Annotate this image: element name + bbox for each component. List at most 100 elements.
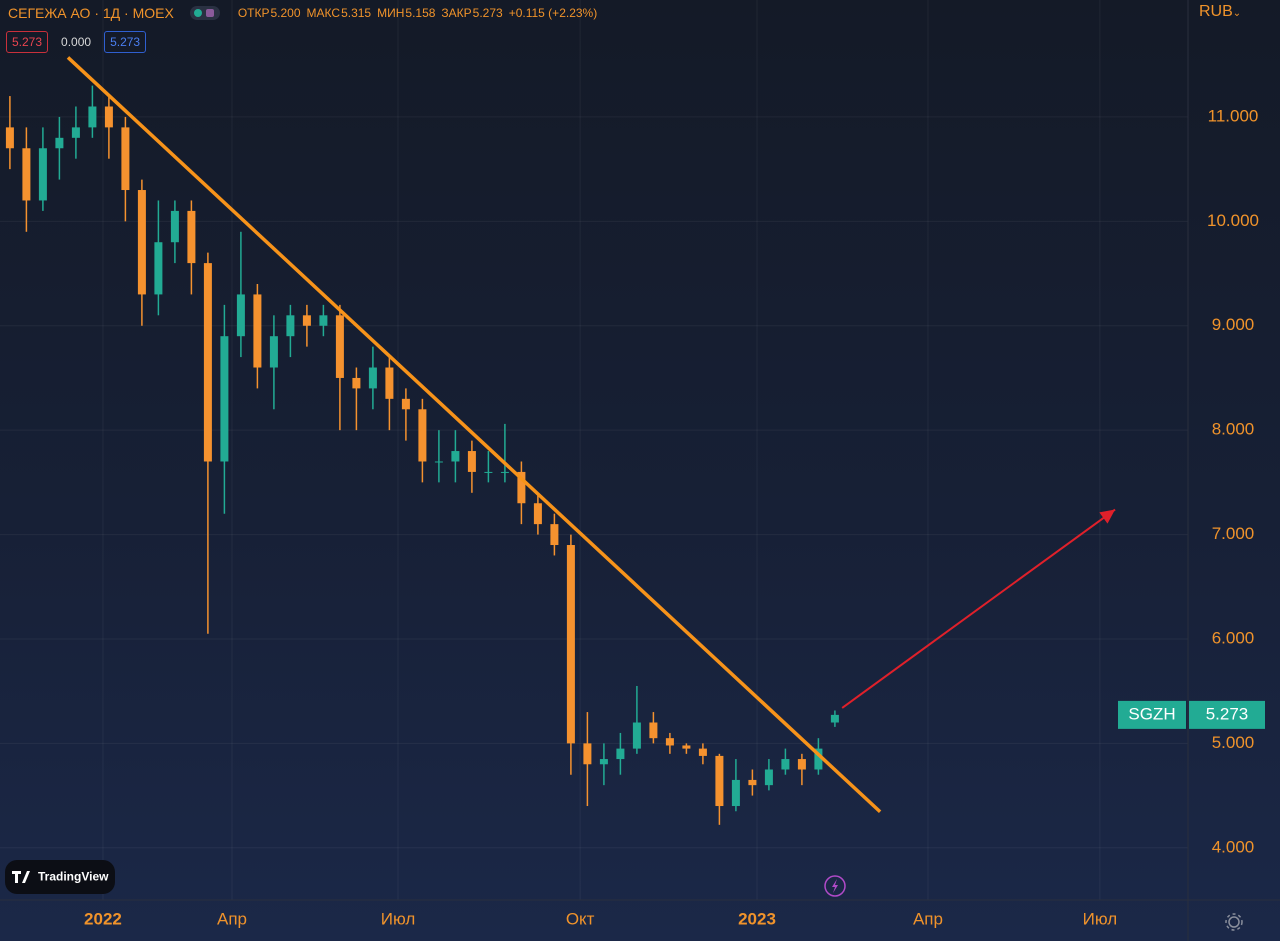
candle-body: [236, 294, 245, 337]
close-label: ЗАКР: [441, 6, 472, 20]
candle-body: [682, 745, 691, 749]
grid: [0, 0, 1188, 900]
candle-body: [335, 315, 344, 378]
y-tick-label: 7.000: [1212, 524, 1255, 543]
y-tick-label: 10.000: [1207, 211, 1259, 230]
symbol-title[interactable]: СЕГЕЖА АО · 1Д · MOEX: [8, 5, 174, 21]
candle-body: [731, 779, 740, 807]
y-tick-label: 9.000: [1212, 315, 1255, 334]
badge: 5.273: [6, 31, 49, 53]
candle-body: [71, 127, 80, 138]
chevron: ⌄: [1232, 8, 1242, 19]
candle-body: [632, 722, 641, 749]
candle-body: [467, 451, 476, 472]
candle-body: [616, 748, 625, 760]
candle-body: [368, 367, 377, 389]
candle-body: [649, 722, 658, 739]
candle-body: [319, 315, 328, 326]
candle-body: [286, 315, 295, 337]
change-value: +0.115 (+2.23%): [508, 6, 598, 20]
candle-body: [484, 471, 493, 473]
candle-body: [533, 503, 542, 525]
indicator-badges: 5.273 0.000 5.273: [6, 31, 147, 53]
candle-body: [797, 759, 806, 770]
currency-selector[interactable]: RUB⌄: [1199, 3, 1241, 21]
candle-body: [517, 471, 526, 504]
candles: [5, 85, 839, 825]
candle-body: [599, 759, 608, 765]
badge: 0.000: [61, 35, 92, 49]
symbol-label: SGZH: [1128, 704, 1175, 723]
y-tick-label: 11.000: [1208, 106, 1259, 125]
low-label: МИН: [377, 6, 405, 20]
candle-body: [500, 471, 509, 473]
alert-icon[interactable]: [824, 875, 846, 897]
candle-body: [830, 714, 839, 723]
close-value: 5.273: [472, 6, 503, 20]
candle-body: [154, 242, 163, 295]
x-tick-label: Апр: [217, 909, 247, 928]
arrow-line: [841, 508, 1116, 709]
open-label: ОТКР: [237, 6, 270, 20]
x-tick-label: Июл: [1083, 909, 1118, 928]
high-label: МАКС: [306, 6, 341, 20]
candle-body: [88, 106, 97, 128]
arrow-head: [1099, 509, 1116, 524]
candle-body: [764, 769, 773, 786]
candle-body: [418, 409, 427, 462]
y-tick-label: 6.000: [1212, 628, 1255, 647]
candle-body: [566, 545, 575, 744]
x-tick-label: 2023: [738, 909, 776, 928]
high-value: 5.315: [341, 6, 372, 20]
candle-body: [715, 755, 724, 807]
symbol-badge: [1118, 700, 1186, 729]
open-value: 5.200: [270, 6, 301, 20]
y-tick-label: 4.000: [1212, 837, 1255, 856]
alert-bolt: [832, 879, 838, 893]
candle-body: [451, 451, 460, 462]
tradingview-logo[interactable]: TradingView: [5, 860, 115, 894]
candle-body: [302, 315, 311, 326]
candle-body: [55, 137, 64, 149]
trend-line: [66, 56, 882, 814]
candle-body: [814, 748, 823, 770]
badge: 5.273: [104, 31, 147, 53]
candle-body: [352, 377, 361, 389]
logo-box: [5, 860, 115, 894]
candle-body: [385, 367, 394, 399]
gear-teeth: [1225, 913, 1243, 931]
candle-body: [38, 148, 47, 201]
x-tick-label: 2022: [84, 909, 122, 928]
gear-ring: [1228, 916, 1240, 928]
low-value: 5.158: [405, 6, 436, 20]
x-tick-label: Окт: [566, 909, 595, 928]
last-price-badge: [1189, 700, 1265, 729]
candle-body: [698, 748, 707, 756]
logo-icon: [12, 871, 30, 883]
candle-body: [5, 127, 14, 149]
candle-body: [170, 210, 179, 243]
candle-body: [220, 336, 229, 462]
candle-body: [137, 190, 146, 295]
x-tick-label: Апр: [913, 909, 943, 928]
candle-body: [203, 263, 212, 462]
candle-body: [269, 336, 278, 368]
visibility-toggle[interactable]: [189, 6, 220, 20]
currency: RUB: [1199, 3, 1233, 20]
candle-body: [121, 127, 130, 191]
candle-body: [187, 210, 196, 264]
logo-text: TradingView: [38, 870, 109, 884]
alert-circle: [824, 875, 846, 897]
legend-header: СЕГЕЖА АО · 1Д · MOEX ОТКР 5.200 МАКС 5.…: [8, 4, 597, 22]
candle-body: [748, 779, 757, 786]
candle-body: [781, 759, 790, 770]
candle-body: [253, 294, 262, 368]
settings-icon[interactable]: [1225, 913, 1243, 931]
candle-body: [665, 738, 674, 746]
candle-body: [550, 524, 559, 546]
last-price-label: 5.273: [1206, 704, 1249, 723]
candle-body: [104, 106, 113, 128]
